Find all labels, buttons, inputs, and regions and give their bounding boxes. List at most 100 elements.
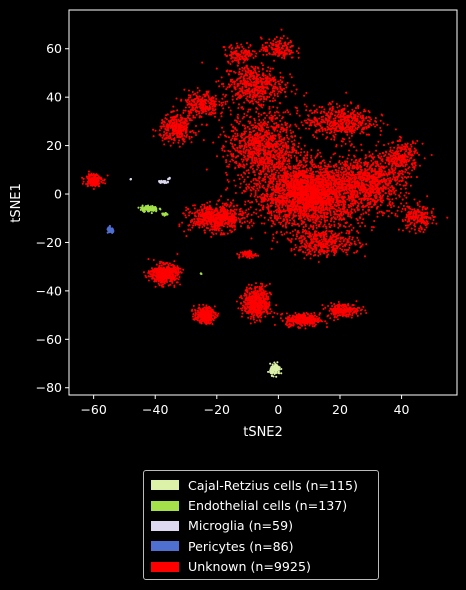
- data-point: [278, 160, 282, 163]
- data-point: [287, 166, 290, 169]
- data-point: [271, 76, 274, 80]
- data-point: [251, 124, 255, 127]
- data-point: [299, 164, 302, 167]
- data-point: [211, 108, 215, 111]
- data-point: [278, 213, 281, 216]
- data-point: [198, 226, 201, 229]
- data-point: [297, 52, 300, 55]
- data-point: [189, 94, 192, 97]
- data-point: [312, 212, 315, 215]
- data-point: [279, 200, 282, 203]
- data-point: [330, 156, 333, 159]
- data-point: [259, 76, 262, 79]
- data-point: [262, 199, 266, 202]
- data-point: [325, 207, 328, 211]
- data-point: [244, 190, 247, 193]
- data-point: [326, 190, 329, 193]
- data-point: [269, 110, 272, 113]
- data-point: [278, 194, 281, 197]
- data-point: [236, 55, 239, 58]
- data-point: [224, 188, 228, 191]
- data-point: [260, 95, 263, 98]
- data-point: [315, 209, 318, 212]
- data-point: [267, 129, 270, 132]
- data-point: [279, 76, 282, 79]
- data-point: [298, 193, 301, 196]
- data-point: [242, 132, 245, 135]
- data-point: [241, 87, 244, 90]
- data-point: [287, 176, 290, 179]
- data-point: [271, 169, 274, 172]
- data-point: [161, 136, 164, 139]
- data-point: [267, 80, 270, 83]
- data-point: [330, 218, 333, 221]
- data-point: [242, 189, 246, 192]
- data-point: [340, 214, 343, 217]
- data-point: [229, 150, 232, 153]
- data-point: [282, 138, 286, 141]
- data-point: [309, 185, 312, 188]
- data-point: [295, 156, 298, 160]
- data-point: [286, 160, 289, 163]
- data-point: [287, 111, 290, 114]
- data-point: [277, 82, 281, 85]
- data-point: [280, 147, 283, 150]
- data-point: [246, 213, 249, 216]
- data-point: [278, 49, 281, 52]
- data-point: [228, 46, 231, 49]
- data-point: [294, 174, 297, 177]
- data-point: [214, 94, 217, 97]
- data-point: [320, 194, 323, 197]
- data-point: [273, 128, 277, 131]
- data-point: [351, 211, 354, 214]
- data-point: [338, 214, 341, 217]
- data-point: [236, 85, 239, 88]
- data-point: [312, 183, 315, 187]
- data-point: [285, 157, 288, 160]
- data-point: [193, 103, 197, 107]
- data-point: [348, 149, 351, 152]
- data-point: [243, 130, 246, 133]
- data-point: [298, 206, 301, 209]
- data-point: [305, 167, 308, 171]
- data-point: [179, 129, 182, 132]
- data-point: [271, 120, 274, 123]
- data-point: [302, 172, 305, 175]
- data-point: [282, 208, 285, 211]
- data-point: [234, 135, 237, 138]
- data-point: [350, 210, 353, 213]
- data-point: [305, 203, 308, 207]
- data-point: [275, 211, 278, 214]
- data-point: [337, 175, 340, 178]
- data-point: [238, 162, 241, 165]
- data-point: [302, 215, 305, 219]
- data-point: [356, 201, 359, 204]
- data-point: [264, 167, 267, 170]
- data-point: [265, 77, 268, 80]
- data-point: [284, 210, 287, 213]
- data-point: [272, 173, 275, 176]
- data-point: [279, 131, 282, 134]
- data-point: [239, 140, 242, 143]
- data-point: [269, 142, 273, 145]
- data-point: [220, 101, 223, 104]
- data-point: [279, 71, 282, 74]
- data-point: [282, 111, 285, 114]
- data-point: [226, 86, 229, 89]
- data-point: [251, 224, 254, 227]
- data-point: [247, 169, 250, 172]
- data-point: [230, 55, 233, 58]
- data-point: [302, 212, 305, 216]
- data-point: [173, 132, 176, 136]
- data-point: [195, 113, 198, 116]
- data-point: [313, 216, 316, 219]
- data-point: [290, 175, 293, 178]
- data-point: [280, 50, 283, 53]
- data-point: [259, 145, 262, 148]
- data-point: [274, 171, 277, 174]
- data-point: [307, 190, 310, 193]
- data-point: [268, 116, 271, 119]
- data-point: [173, 139, 176, 142]
- data-point: [262, 77, 265, 81]
- data-point: [301, 181, 304, 184]
